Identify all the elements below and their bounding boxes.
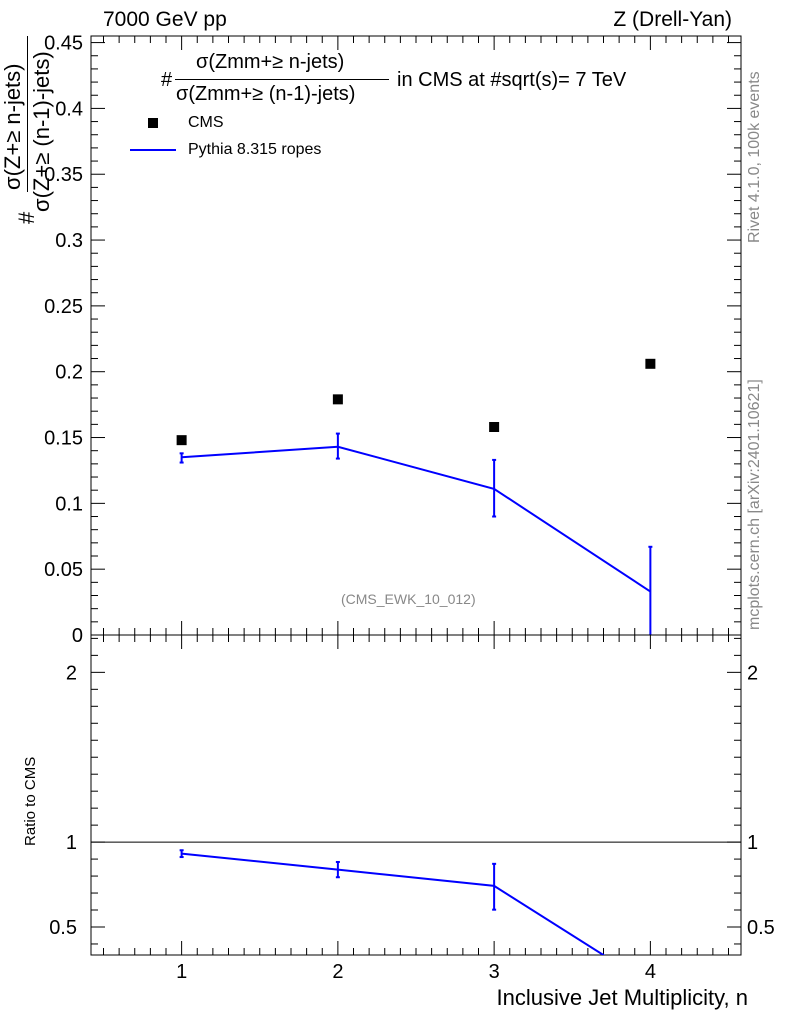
cms-point: [176, 435, 187, 446]
ratio-ytick-label: 2: [66, 662, 77, 684]
main-ytick-label: 0.25: [44, 296, 83, 318]
legend-cms-marker: [148, 118, 158, 128]
ratio-ytick-label-right: 1: [747, 832, 758, 854]
main-ylabel-hash: #: [14, 211, 39, 224]
mcplots-info: mcplots.cern.ch [arXiv:2401.10621]: [746, 379, 763, 630]
main-ytick-label: 0.35: [44, 164, 83, 186]
main-ytick-label: 0.45: [44, 33, 83, 55]
main-ytick-label: 0: [72, 625, 83, 647]
main-ylabel-fraction-bar: [27, 36, 28, 192]
ratio-line: [181, 852, 606, 955]
ratio-ytick-label-right: 2: [747, 662, 758, 684]
cms-point: [332, 394, 343, 405]
x-tick-label: 3: [489, 961, 500, 983]
main-panel: 0 0.05 0.1 0.15 0.2 0.25 0.3 0.35 0.4 0.45: [44, 33, 742, 647]
main-ytick-label: 0.1: [55, 493, 83, 515]
ratio-series-group: [179, 849, 606, 955]
cms-point: [645, 358, 656, 369]
header-left: 7000 GeV pp: [103, 8, 227, 31]
ratio-ytick-label-right: 0.5: [747, 917, 775, 939]
main-ytick-label: 0.05: [44, 559, 83, 581]
legend-cms-label: CMS: [188, 114, 224, 131]
legend-pythia-line: [130, 149, 176, 151]
analysis-tag: (CMS_EWK_10_012): [341, 591, 476, 607]
x-tick-label: 2: [332, 961, 343, 983]
main-ytick-label: 0.4: [55, 98, 83, 120]
main-ytick-label: 0.2: [55, 362, 83, 384]
ratio-frame: [90, 634, 742, 956]
ratio-ytick-label: 0.5: [49, 917, 77, 939]
ratio-ylabel: Ratio to CMS: [22, 756, 39, 846]
main-ylabel-numerator: σ(Z+≥ n-jets): [0, 63, 25, 191]
rivet-info: Rivet 4.1.0, 100k events: [746, 71, 763, 243]
x-tick-label: 4: [645, 961, 656, 983]
x-axis-label: Inclusive Jet Multiplicity, n: [496, 985, 748, 1010]
ratio-ytick-label: 1: [66, 832, 77, 854]
title-fraction-bar: [175, 79, 389, 80]
cms-point: [489, 421, 500, 432]
main-ylabel-denominator: σ(Z+≥ (n-1)-jets): [29, 51, 54, 212]
title-hash: #: [161, 69, 173, 91]
title-suffix: in CMS at #sqrt(s)= 7 TeV: [397, 69, 627, 91]
main-ytick-label: 0.3: [55, 230, 83, 252]
main-ytick-label: 0.15: [44, 428, 83, 450]
x-tick-label: 1: [176, 961, 187, 983]
ratio-panel: 0.5 0.5 1 1 2 2 1 2 3 4: [49, 634, 775, 983]
header-right: Z (Drell-Yan): [613, 8, 732, 31]
title-numerator: σ(Zmm+≥ n-jets): [196, 51, 345, 73]
legend-pythia-label: Pythia 8.315 ropes: [188, 141, 322, 158]
title-denominator: σ(Zmm+≥ (n-1)-jets): [176, 83, 356, 105]
pythia-line: [181, 445, 651, 593]
